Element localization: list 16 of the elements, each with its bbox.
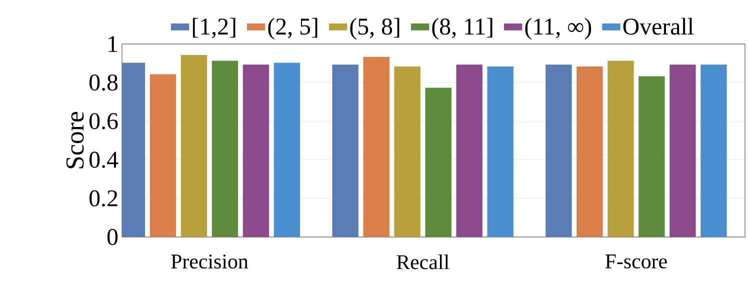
x-tick-label: Precision (171, 254, 248, 269)
x-tick-label: Recall (396, 254, 450, 270)
y-tick-label: 0 (107, 228, 118, 246)
y-tick-label: 0.4 (90, 152, 118, 168)
legend-label: [1,2] (192, 18, 236, 38)
x-tick-label: F-score (605, 254, 667, 268)
y-tick-label: 0.8 (90, 74, 118, 91)
y-tick-label: 0.2 (90, 190, 118, 207)
legend-label: (11, ∞) (525, 18, 592, 40)
legend-label: Overall (623, 18, 694, 35)
y-tick-label: 1 (108, 36, 118, 52)
y-tick-label: 0.6 (90, 113, 118, 130)
legend-label: (5, 8] (350, 18, 400, 40)
legend-label: (2, 5] (268, 18, 318, 40)
legend-label: (8, 11] (432, 18, 492, 40)
y-axis-title: Score (66, 112, 84, 168)
